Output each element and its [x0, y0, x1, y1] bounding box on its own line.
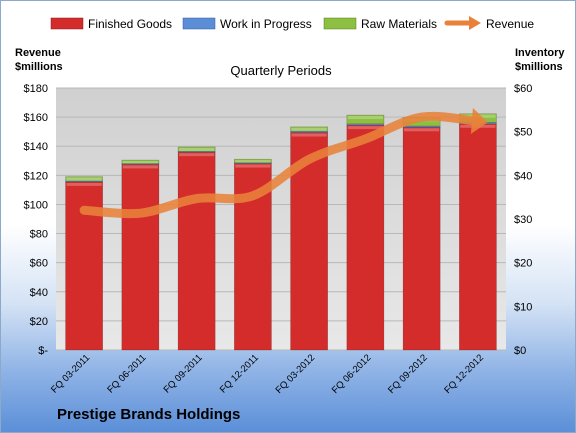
right-tick-label: $60 — [514, 83, 532, 95]
left-tick-label: $40 — [30, 287, 48, 299]
right-tick-label: $0 — [514, 345, 526, 357]
bar-finished-goods — [121, 164, 160, 351]
bar-highlight — [291, 127, 327, 131]
bar-raw-materials — [177, 146, 216, 152]
left-tick-label: $60 — [30, 258, 48, 270]
company-name: Prestige Brands Holdings — [57, 406, 241, 423]
left-axis-ticks: $- $20 $40 $60 $80 $100 $120 $140 $160 $180 — [24, 83, 49, 357]
bar-highlight — [347, 116, 383, 120]
category-label: FQ 03-2012 — [274, 352, 318, 396]
right-tick-label: $20 — [514, 258, 532, 270]
right-tick-label: $40 — [514, 170, 532, 182]
right-tick-label: $50 — [514, 127, 532, 139]
category-label: FQ 06-2011 — [105, 352, 148, 395]
right-axis-title-line2: $millions — [515, 61, 563, 73]
right-tick-label: $30 — [514, 214, 532, 226]
category-label: FQ 12-2012 — [442, 352, 486, 396]
legend-swatch-raw-materials — [323, 17, 357, 30]
legend-swatch-revenue — [444, 16, 481, 30]
right-axis-title-line1: Inventory — [515, 47, 565, 59]
category-label: FQ 03-2011 — [49, 352, 92, 395]
bar-finished-goods — [402, 127, 441, 351]
legend-swatch-work-in-progress — [182, 17, 216, 30]
left-tick-label: $100 — [24, 199, 48, 211]
bar-highlight — [122, 161, 158, 164]
bar-highlight — [235, 164, 271, 168]
legend-swatch-finished-goods — [50, 17, 84, 30]
left-tick-label: $160 — [24, 112, 48, 124]
bar-highlight — [66, 182, 102, 186]
bar-highlight — [122, 165, 158, 169]
category-label: FQ 09-2012 — [386, 352, 430, 396]
right-axis-ticks: $0 $10 $20 $30 $40 $50 $60 — [514, 83, 532, 357]
bar-raw-materials — [290, 126, 328, 132]
legend: Finished Goods Work in Progress Raw Mate… — [50, 16, 534, 31]
category-labels: FQ 03-2011 FQ 06-2011 FQ 09-2011 FQ 12-2011… — [49, 352, 486, 396]
bar-highlight — [66, 177, 102, 181]
bar-highlight — [404, 128, 440, 132]
left-tick-label: $20 — [30, 316, 48, 328]
bar-highlight — [235, 160, 271, 163]
bar-raw-materials — [121, 159, 160, 164]
bar-highlight — [291, 133, 327, 137]
left-tick-label: $140 — [24, 141, 48, 153]
bar-finished-goods — [346, 124, 385, 351]
bar-finished-goods — [459, 123, 497, 351]
left-tick-label: $- — [38, 345, 48, 357]
revenue-arrow-head — [470, 108, 488, 134]
category-label: FQ 06-2012 — [330, 352, 374, 396]
bars — [65, 113, 497, 351]
left-tick-label: $80 — [30, 229, 48, 241]
legend-label-revenue: Revenue — [486, 17, 534, 31]
bar-finished-goods — [177, 151, 216, 351]
left-tick-label: $120 — [24, 170, 48, 182]
bar-raw-materials — [234, 158, 272, 163]
legend-label-work-in-progress: Work in Progress — [220, 17, 312, 31]
bar-highlight — [179, 147, 215, 151]
chart-title: Quarterly Periods — [230, 63, 332, 78]
category-label: FQ 09-2011 — [162, 352, 205, 395]
bar-highlight — [347, 126, 383, 130]
revenue-line — [79, 108, 488, 219]
revenue-line-path — [79, 111, 483, 219]
category-label: FQ 12-2011 — [218, 352, 261, 395]
bar-highlight — [179, 153, 215, 157]
bar-raw-materials — [346, 114, 385, 125]
legend-label-finished-goods: Finished Goods — [88, 17, 172, 31]
left-axis-title-line1: Revenue — [15, 47, 61, 59]
left-tick-label: $180 — [24, 83, 48, 95]
legend-label-raw-materials: Raw Materials — [361, 17, 437, 31]
right-tick-label: $10 — [514, 301, 532, 313]
left-axis-title-line2: $millions — [15, 61, 63, 73]
bar-raw-materials — [65, 176, 103, 182]
